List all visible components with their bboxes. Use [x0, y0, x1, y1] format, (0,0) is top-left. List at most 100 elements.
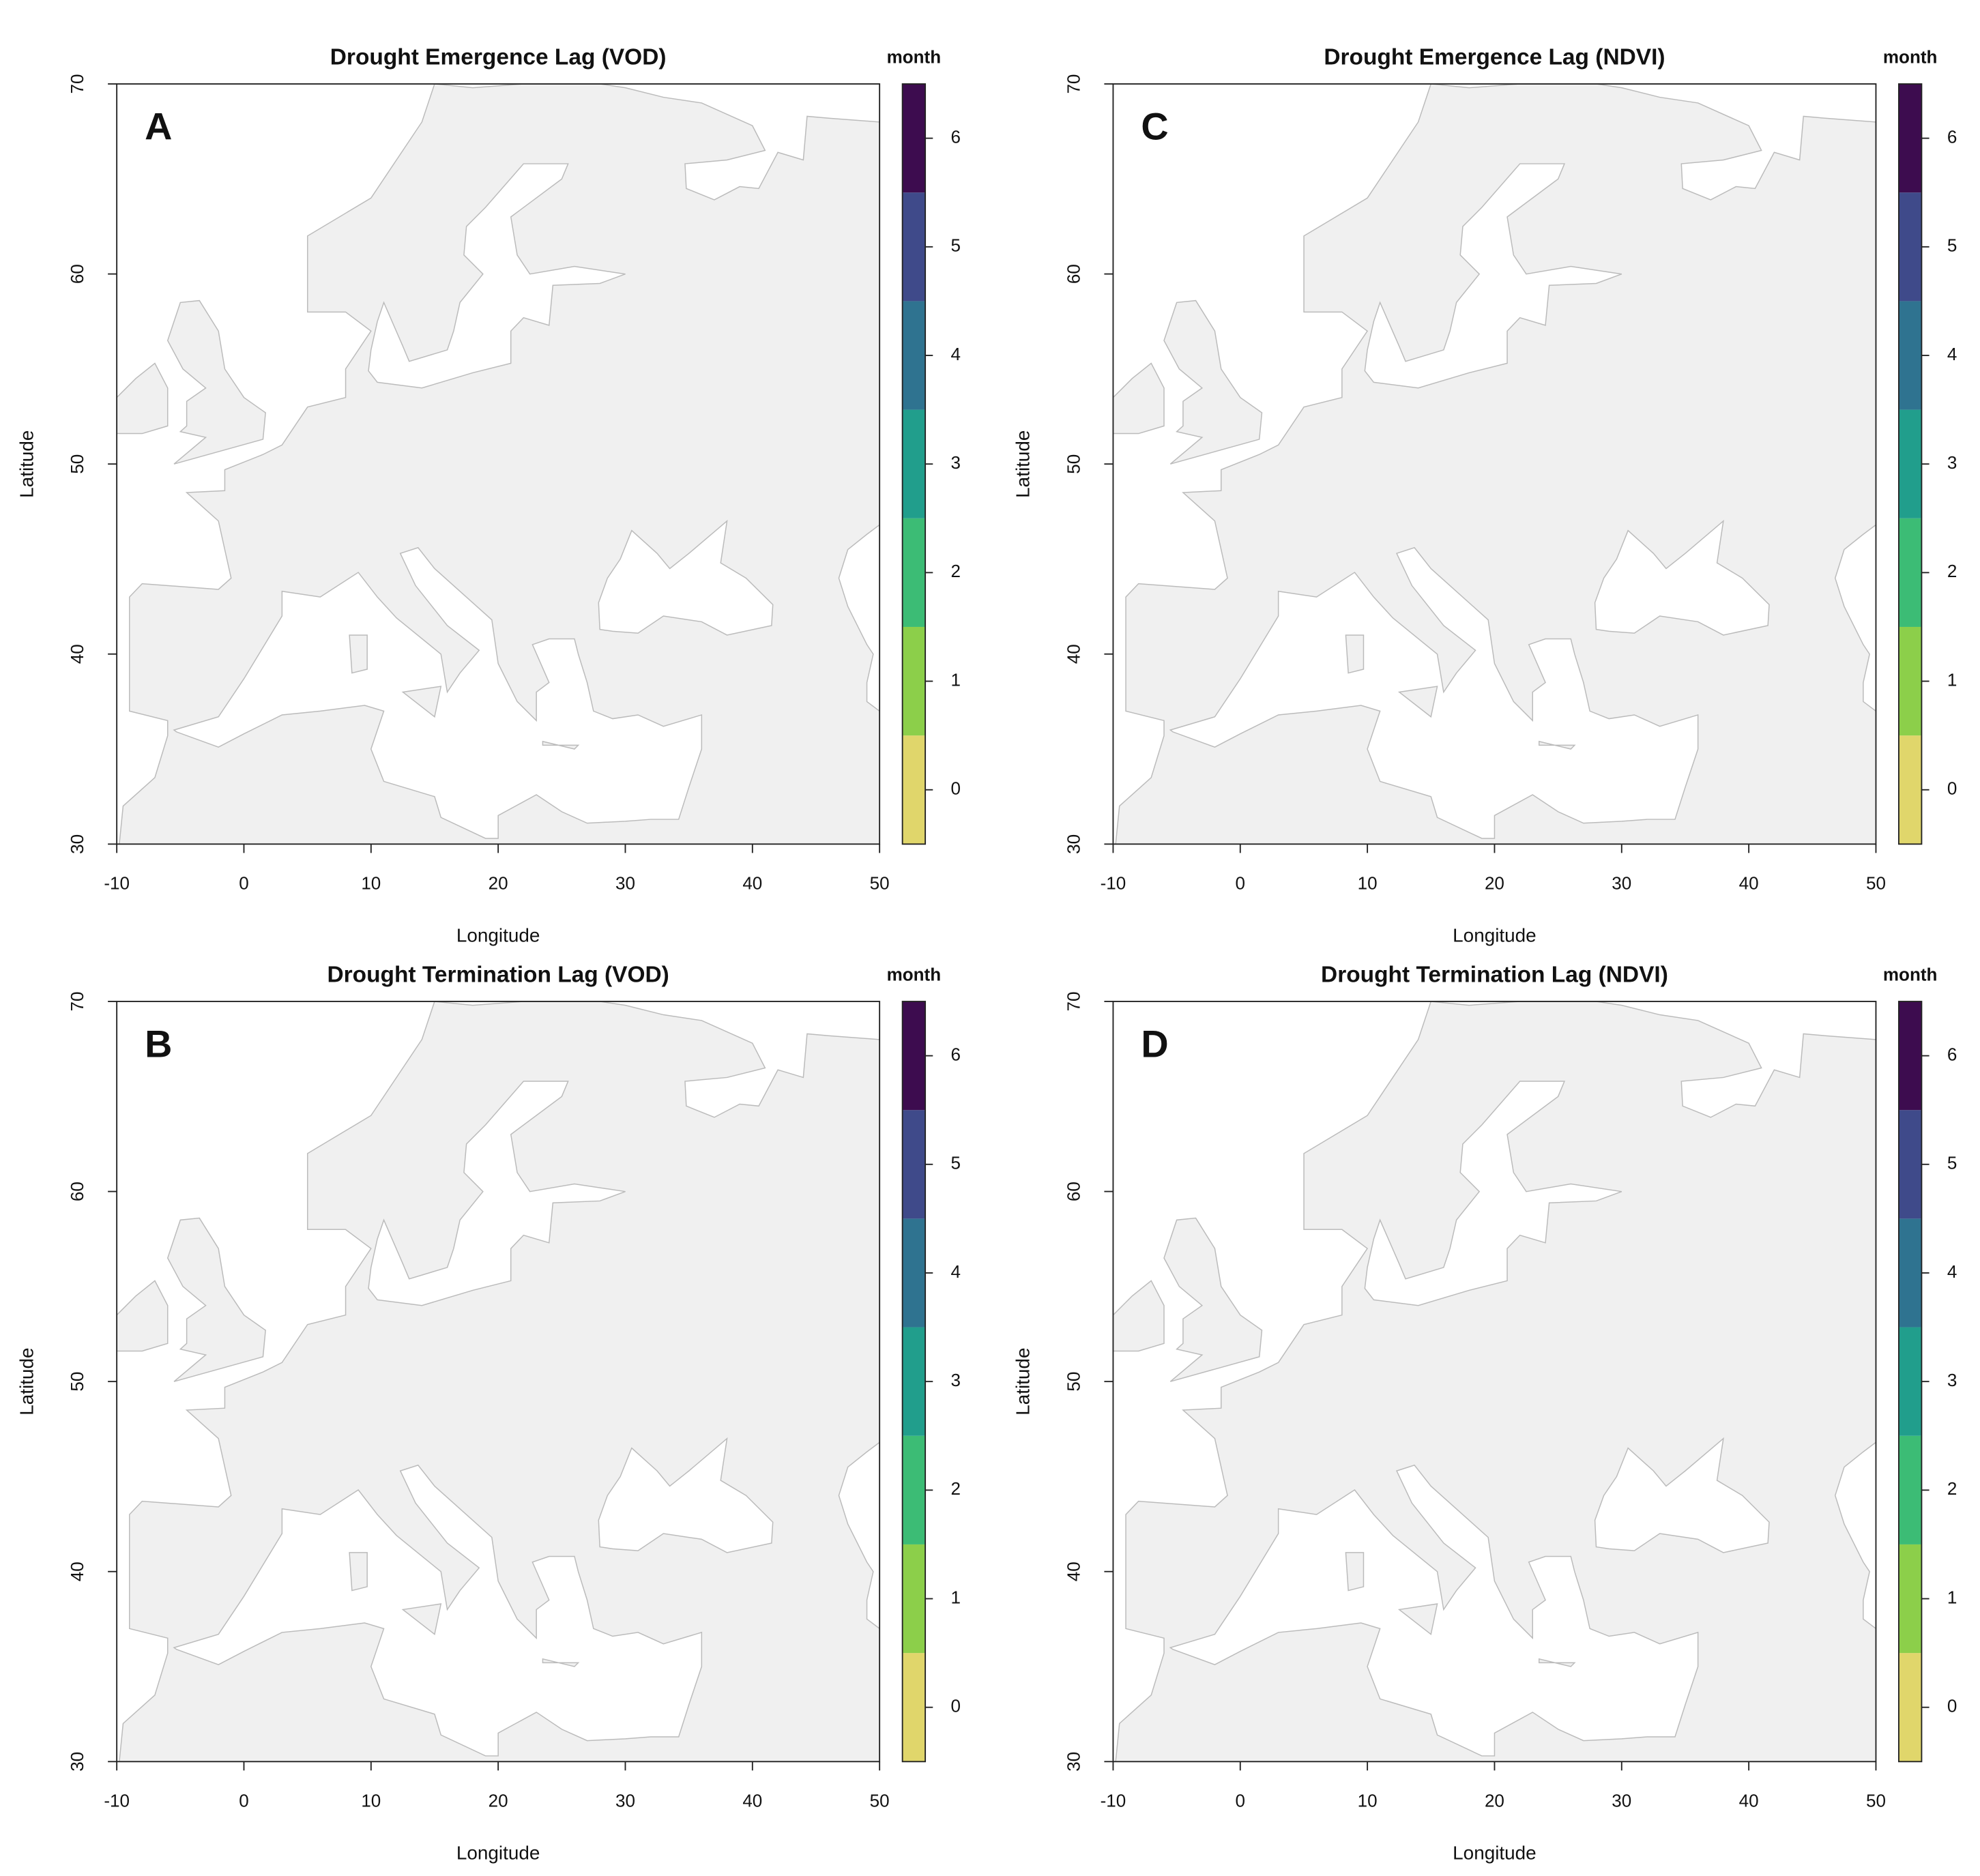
colorbar-tick-label: 2 — [951, 561, 961, 581]
island — [1345, 1552, 1365, 1592]
x-tick-label: 20 — [1485, 1791, 1504, 1811]
island — [1345, 634, 1365, 674]
colorbar-tick-label: 3 — [951, 452, 961, 473]
island — [1397, 1603, 1438, 1636]
island — [166, 299, 266, 465]
x-tick-label: 40 — [1739, 1791, 1759, 1811]
y-axis-label: Latitude — [16, 1348, 37, 1416]
water — [598, 519, 774, 636]
y-tick-label: 60 — [67, 1182, 87, 1201]
island — [117, 362, 169, 435]
colorbar-tick-label: 4 — [951, 344, 961, 364]
panel-letter: C — [1141, 105, 1168, 148]
colorbar-segment — [902, 735, 926, 845]
x-tick-label: 10 — [361, 873, 381, 894]
panel-title: Drought Termination Lag (VOD) — [327, 963, 669, 988]
colorbar-segment — [1898, 1544, 1922, 1654]
x-tick-label: -10 — [104, 1791, 130, 1811]
colorbar-tick-label: 2 — [951, 1478, 961, 1499]
colorbar-tick-label: 6 — [951, 127, 961, 147]
x-tick-label: 50 — [1866, 873, 1886, 894]
colorbar-tick-label: 2 — [1947, 1478, 1957, 1499]
x-tick-label: 50 — [1866, 1791, 1886, 1811]
colorbar-segment — [902, 626, 926, 736]
water — [598, 1437, 774, 1553]
y-tick-label: 50 — [1064, 1372, 1084, 1392]
water — [1113, 1001, 1432, 1762]
colorbar-segment — [902, 1110, 926, 1219]
x-tick-label: 20 — [489, 873, 508, 894]
colorbar-segment — [1898, 192, 1922, 302]
colorbar-segment — [902, 1218, 926, 1328]
x-tick-label: 20 — [1485, 873, 1504, 894]
colorbar-segment — [902, 518, 926, 627]
y-tick-label: 40 — [1064, 1562, 1084, 1581]
panel-letter: D — [1141, 1023, 1168, 1066]
colorbar-tick-label: 5 — [1947, 235, 1957, 256]
x-tick-label: -10 — [1101, 873, 1126, 894]
colorbar-tick-label: 5 — [951, 235, 961, 256]
panel-letter: B — [145, 1023, 172, 1066]
x-axis-label: Longitude — [456, 925, 540, 946]
water — [368, 1081, 626, 1306]
colorbar-segment — [1898, 1653, 1922, 1762]
x-tick-label: 30 — [1612, 1791, 1631, 1811]
colorbar-segment — [1898, 1435, 1922, 1544]
island — [1113, 1280, 1165, 1352]
colorbar-segment — [902, 192, 926, 302]
water — [1594, 1437, 1770, 1553]
water — [1364, 1081, 1622, 1306]
water — [368, 163, 626, 389]
water — [1594, 519, 1770, 636]
basemap — [117, 84, 880, 845]
colorbar-frame — [1898, 1001, 1923, 1763]
colorbar-tick-label: 0 — [951, 778, 961, 799]
x-tick-label: 30 — [615, 873, 635, 894]
y-tick-label: 60 — [67, 264, 87, 284]
colorbar-segment — [902, 301, 926, 410]
y-tick-label: 50 — [67, 454, 87, 474]
island — [349, 634, 368, 674]
x-tick-label: 40 — [742, 1791, 762, 1811]
colorbar-segment — [902, 1435, 926, 1544]
colorbar-frame — [901, 83, 927, 845]
x-tick-label: -10 — [1101, 1791, 1126, 1811]
panel-title: Drought Emergence Lag (VOD) — [330, 45, 667, 70]
water — [1431, 84, 1876, 201]
colorbar-tick-label: 3 — [1947, 452, 1957, 473]
colorbar-tick-label: 6 — [951, 1044, 961, 1064]
x-tick-label: 50 — [870, 873, 890, 894]
y-tick-label: 30 — [1064, 834, 1084, 854]
colorbar-segment — [902, 1544, 926, 1654]
water — [117, 1001, 435, 1762]
colorbar-tick-label: 1 — [1947, 1587, 1957, 1607]
colorbar-segment — [902, 1653, 926, 1762]
x-tick-label: -10 — [104, 873, 130, 894]
basemap — [1113, 84, 1876, 845]
y-tick-label: 40 — [67, 1562, 87, 1581]
water — [434, 1001, 880, 1118]
x-tick-label: 10 — [1358, 873, 1378, 894]
island — [401, 686, 442, 718]
x-tick-label: 30 — [1612, 873, 1631, 894]
colorbar-tick-label: 1 — [951, 669, 961, 690]
colorbar-segment — [1898, 409, 1922, 518]
y-tick-label: 70 — [1064, 992, 1084, 1012]
island — [166, 1217, 266, 1382]
y-tick-label: 60 — [1064, 264, 1084, 284]
colorbar-segment — [1898, 1110, 1922, 1219]
panel-title: Drought Termination Lag (NDVI) — [1321, 963, 1668, 988]
x-axis-label: Longitude — [456, 1842, 540, 1863]
y-tick-label: 70 — [67, 74, 87, 94]
colorbar-tick-label: 5 — [951, 1153, 961, 1173]
island — [1163, 299, 1263, 465]
x-axis-label: Longitude — [1453, 1842, 1537, 1863]
water — [838, 1441, 880, 1630]
x-tick-label: 40 — [742, 873, 762, 894]
colorbar-segment — [1898, 1001, 1922, 1111]
y-axis-label: Latitude — [16, 430, 37, 498]
colorbar-label: month — [1883, 47, 1938, 68]
water — [838, 524, 880, 712]
x-tick-label: 0 — [1236, 1791, 1245, 1811]
panel-letter: A — [145, 105, 172, 148]
